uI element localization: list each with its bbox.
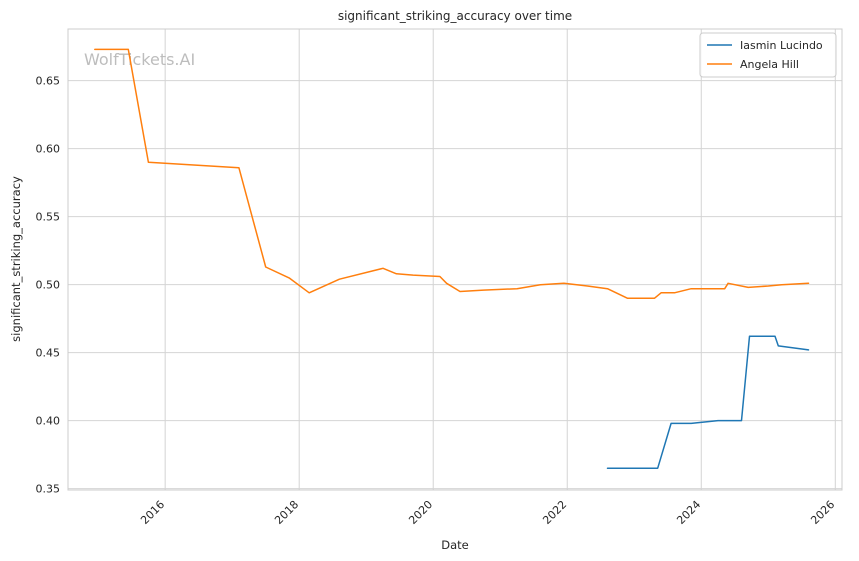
series-line-1 — [606, 335, 810, 469]
x-tick-label: 2018 — [272, 498, 301, 527]
y-tick-label: 0.40 — [36, 415, 61, 428]
x-tick-label: 2022 — [540, 498, 569, 527]
legend-box — [699, 32, 837, 78]
legend-label-2: Angela Hill — [740, 58, 799, 71]
x-tick-label: 2024 — [674, 498, 703, 527]
axis-ticks: 2016 2018 2020 2022 2024 2026 0.35 0.40 0.45 0.50… — [36, 75, 838, 527]
x-tick-label: 2020 — [406, 498, 435, 527]
y-axis-title: significant_striking_accuracy — [9, 176, 23, 342]
x-tick-label: 2026 — [808, 498, 837, 527]
y-tick-label: 0.60 — [36, 143, 61, 156]
x-axis-title: Date — [441, 538, 469, 552]
y-tick-label: 0.55 — [36, 211, 61, 224]
series-lines — [94, 48, 810, 469]
x-tick-label: 2016 — [138, 498, 167, 527]
watermark: WolfTickets.AI — [84, 50, 195, 69]
chart-title: significant_striking_accuracy over time — [338, 9, 572, 23]
plot-area — [67, 28, 843, 491]
y-tick-label: 0.35 — [36, 483, 61, 496]
legend: Iasmin Lucindo Angela Hill — [699, 32, 837, 78]
legend-label-1: Iasmin Lucindo — [740, 39, 823, 52]
y-tick-label: 0.50 — [36, 279, 61, 292]
grid-lines — [68, 29, 842, 490]
y-tick-label: 0.65 — [36, 75, 61, 88]
series-line-2 — [94, 48, 810, 300]
y-tick-label: 0.45 — [36, 347, 61, 360]
